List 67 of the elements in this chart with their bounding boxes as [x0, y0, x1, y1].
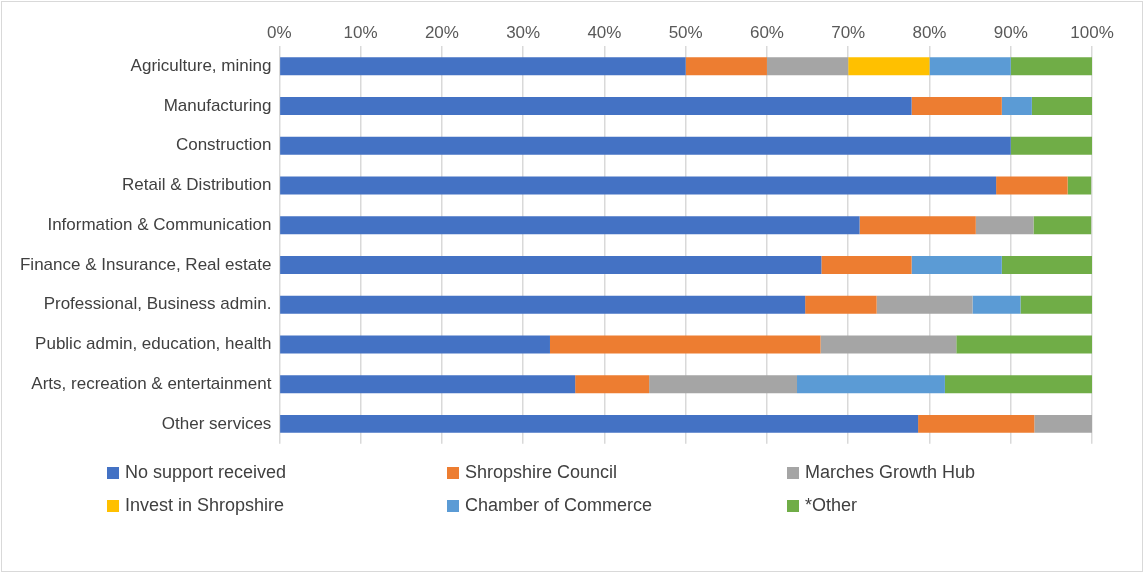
x-tick-label: 60%	[749, 22, 784, 42]
bar	[685, 57, 767, 76]
legend-label: Marches Growth Hub	[804, 462, 977, 483]
bar	[280, 216, 860, 235]
x-tick-label: 0%	[267, 22, 292, 42]
bar	[944, 375, 1092, 394]
y-tick-label: Construction	[175, 135, 272, 155]
y-tick-label: Manufacturing	[163, 95, 272, 115]
bar	[1067, 176, 1092, 195]
x-tick-label: 40%	[587, 22, 622, 42]
bar	[1033, 216, 1092, 235]
x-tick-label: 70%	[831, 22, 866, 42]
legend-label: No support received	[124, 462, 288, 483]
bar	[280, 375, 576, 394]
bar	[956, 335, 1092, 354]
bar	[1010, 57, 1092, 76]
y-tick-label: Retail & Distribution	[122, 175, 272, 195]
y-tick-label: Arts, recreation & entertainment	[31, 373, 272, 393]
y-tick-label: Finance & Insurance, Real estate	[19, 254, 272, 274]
bar	[918, 414, 1035, 433]
x-tick-label: 10%	[343, 22, 378, 42]
bar	[911, 97, 1002, 115]
bar	[929, 57, 1011, 76]
x-tick-label: 90%	[993, 22, 1028, 42]
legend-label: *Other	[804, 495, 859, 516]
bar	[1031, 97, 1092, 115]
bar	[797, 375, 945, 394]
bar	[649, 375, 798, 394]
bar	[1034, 414, 1092, 433]
bar	[1001, 97, 1032, 115]
bar	[280, 97, 912, 115]
y-tick-label: Other services	[161, 413, 272, 433]
legend-label: Invest in Shropshire	[124, 495, 286, 516]
bar	[848, 57, 930, 76]
bar	[1001, 256, 1092, 274]
bar	[876, 295, 973, 314]
y-tick-label: Public admin, education, health	[35, 334, 272, 354]
bar	[911, 256, 1002, 274]
bar	[975, 216, 1034, 235]
bar	[972, 295, 1021, 314]
bar	[821, 256, 912, 274]
bar	[996, 176, 1068, 195]
bar	[280, 295, 806, 314]
y-tick-label: Professional, Business admin.	[43, 294, 272, 314]
x-tick-label: 30%	[506, 22, 541, 42]
x-tick-label: 50%	[668, 22, 703, 42]
bar	[280, 256, 822, 274]
x-tick-label: 100%	[1070, 22, 1114, 42]
bar	[805, 295, 877, 314]
bar	[280, 57, 686, 76]
y-tick-label: Information & Communication	[47, 214, 272, 234]
bar	[280, 136, 1011, 155]
bar	[280, 414, 919, 433]
x-tick-label: 80%	[912, 22, 947, 42]
bar	[820, 335, 957, 354]
bar	[766, 57, 849, 76]
bar	[1010, 136, 1092, 155]
bar	[280, 335, 550, 354]
bar	[575, 375, 650, 394]
legend-label: Shropshire Council	[464, 462, 619, 483]
legend-label: Chamber of Commerce	[464, 495, 654, 516]
bar	[1020, 295, 1092, 314]
bar	[280, 176, 997, 195]
x-tick-label: 20%	[424, 22, 459, 42]
bar	[859, 216, 976, 235]
bar	[549, 335, 821, 354]
y-tick-label: Agriculture, mining	[130, 55, 272, 75]
